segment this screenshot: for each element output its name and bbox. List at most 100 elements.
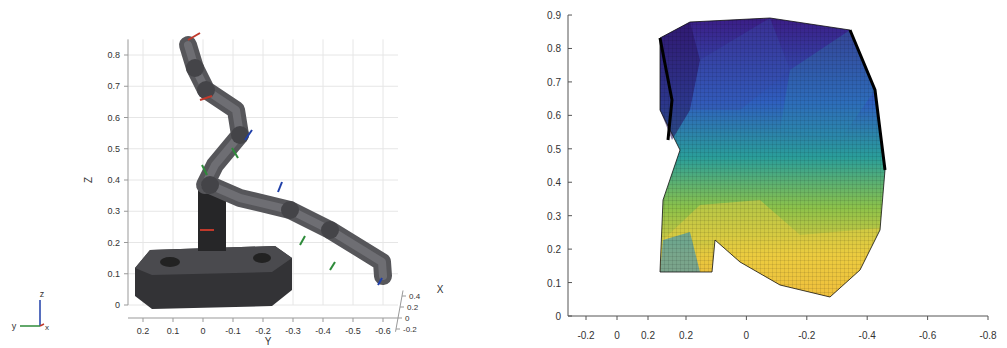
frame-marker: [232, 148, 238, 158]
tick: [400, 307, 404, 308]
tick: [568, 15, 572, 16]
tick-label: 0: [555, 311, 561, 322]
axis-label: Y: [265, 336, 272, 347]
tick-label: 0.1: [167, 326, 180, 336]
triad-y: [20, 325, 40, 327]
frame-marker: [300, 236, 305, 245]
tick-label: -0.6: [919, 330, 937, 341]
tick: [396, 329, 400, 330]
robot-lower-arm-highlight: [210, 185, 383, 276]
tick: [568, 115, 572, 116]
tick-label: -0.4: [859, 330, 877, 341]
x-axis-line: [396, 291, 404, 332]
tick: [263, 318, 264, 322]
robot-joint: [231, 126, 249, 144]
tick-label: -0.5: [345, 326, 361, 336]
robot-base-hole: [253, 253, 271, 263]
tick-label: 0.2: [107, 238, 120, 248]
frame-marker: [188, 33, 200, 40]
tick: [124, 305, 128, 306]
tick: [568, 282, 572, 283]
tick: [383, 318, 384, 322]
tick: [323, 318, 324, 322]
tick: [124, 117, 128, 118]
axis-base-line: [648, 316, 686, 317]
grid-line: [353, 39, 354, 305]
tick-label: 0.1: [547, 278, 561, 289]
axis-label: Z: [83, 177, 94, 183]
tick-label: 0.2: [137, 326, 150, 336]
triad-label: x: [45, 323, 49, 332]
tick: [806, 316, 807, 320]
tick: [568, 48, 572, 49]
frame-marker: [245, 130, 252, 140]
tick: [867, 316, 868, 320]
robot-joint: [197, 81, 215, 99]
workspace-surface: [660, 18, 885, 297]
tick: [293, 318, 294, 322]
tick-label: -0.1: [225, 326, 241, 336]
robot-base: [135, 246, 292, 309]
tick-label: 0.1: [107, 269, 120, 279]
axis-label: X: [437, 284, 444, 295]
robot-base-hole: [160, 257, 180, 267]
tick: [124, 86, 128, 87]
tick: [586, 316, 587, 320]
z-axis-line: [128, 39, 129, 305]
tick-label: 0: [200, 326, 205, 336]
robot-lower-arm: [210, 185, 383, 276]
tick-label: 0.3: [547, 211, 561, 222]
triad-label: z: [40, 289, 45, 299]
surface-edge: [660, 30, 885, 170]
tick-label: 0.7: [107, 81, 120, 91]
axis-triad: z y x: [12, 289, 49, 332]
frame-marker: [200, 96, 212, 100]
tick-label: 0.4: [107, 175, 120, 185]
tick: [398, 318, 402, 319]
frame-marker: [330, 262, 335, 270]
tick: [173, 318, 174, 322]
tick-label: -0.8: [979, 330, 997, 341]
axis-base-line: [568, 316, 586, 317]
tick: [124, 55, 128, 56]
y-axis-line: [686, 316, 988, 317]
robot-joint: [321, 221, 339, 239]
tick-label: -0.2: [255, 326, 271, 336]
tick-label: -0.6: [375, 326, 391, 336]
robot-joint: [201, 176, 219, 194]
tick: [124, 242, 128, 243]
frame-marker: [202, 165, 207, 175]
tick: [124, 180, 128, 181]
tick-label: 0.2: [679, 330, 693, 341]
tick: [568, 215, 572, 216]
tick-label: 0.5: [547, 144, 561, 155]
tick-label: -0.3: [285, 326, 301, 336]
surface-mesh: [660, 18, 885, 297]
tick: [568, 249, 572, 250]
triad-z: [39, 300, 41, 326]
tick: [124, 211, 128, 212]
figure: 0 0.1 0.2 0.3 0.4 0.5 0.6 0.7 0.8 0.2 0.1 0 -0.1 -0.2…: [0, 0, 1007, 348]
tick-label: 0.3: [107, 206, 120, 216]
grid-line: [293, 39, 294, 305]
tick: [124, 273, 128, 274]
tick: [746, 316, 747, 320]
tick-label: -0.2: [798, 330, 816, 341]
tick-label: 0.2: [407, 303, 419, 312]
tick: [927, 316, 928, 320]
tick-label: 0.8: [107, 50, 120, 60]
tick-label: 0: [614, 330, 620, 341]
tick-label: 0.2: [547, 244, 561, 255]
tick-label: 0.6: [547, 110, 561, 121]
right-panel: 00.10.20.30.40.50.60.70.80.9-0.200.20.20…: [547, 10, 997, 341]
tick: [568, 81, 572, 82]
tick: [568, 148, 572, 149]
tick-label: 0.4: [409, 292, 421, 301]
tick-label: 0.8: [547, 43, 561, 54]
tick-label: 0.6: [107, 113, 120, 123]
tick-label: -0.2: [403, 325, 417, 334]
tick: [124, 148, 128, 149]
grid-line: [323, 39, 324, 305]
triad-label: y: [12, 321, 17, 331]
tick-label: 0.5: [107, 144, 120, 154]
